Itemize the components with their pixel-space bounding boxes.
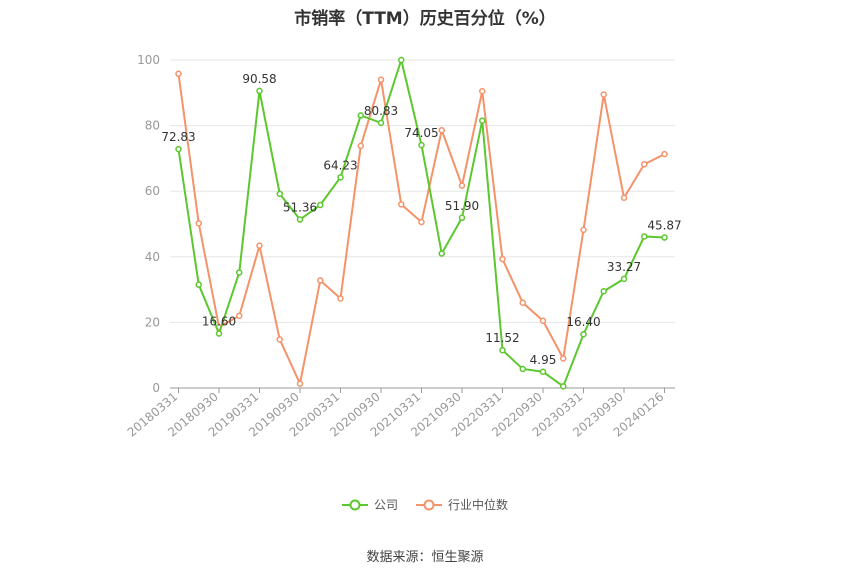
data-label: 16.40	[566, 315, 600, 329]
data-point	[620, 194, 628, 202]
data-point	[600, 287, 607, 295]
data-point	[236, 269, 243, 276]
y-tick-label: 0	[152, 381, 160, 395]
data-point	[357, 112, 364, 119]
chart-title: 市销率（TTM）历史百分位（%）	[294, 9, 556, 29]
legend-circle	[423, 499, 435, 510]
legend-marker-icon	[416, 499, 442, 510]
data-point	[175, 70, 182, 78]
series-line	[177, 73, 665, 387]
data-point	[377, 119, 385, 127]
data-label: 90.58	[242, 72, 276, 86]
data-point	[438, 250, 445, 257]
data-point	[337, 295, 344, 302]
data-point	[539, 317, 547, 325]
data-label: 4.95	[530, 353, 557, 367]
data-point	[236, 312, 243, 320]
data-label: 11.52	[485, 331, 519, 345]
data-point	[377, 76, 385, 83]
data-point	[539, 368, 547, 376]
legend-item[interactable]: 行业中位数	[416, 496, 508, 513]
data-label: 16.60	[202, 315, 236, 329]
data-label: 51.36	[283, 201, 317, 215]
legend-item[interactable]: 公司	[341, 496, 398, 513]
data-point	[641, 233, 648, 240]
data-point	[499, 346, 506, 354]
data-point	[276, 190, 283, 198]
data-point	[560, 383, 567, 390]
legend: 公司 行业中位数	[0, 496, 850, 513]
data-point	[418, 141, 425, 149]
data-point	[499, 255, 506, 263]
data-point	[398, 56, 405, 64]
data-point	[337, 174, 344, 181]
y-tick-label: 40	[145, 250, 160, 264]
data-point	[215, 330, 223, 337]
y-tick-label: 20	[145, 315, 160, 329]
data-point	[620, 275, 628, 283]
data-point	[580, 330, 587, 338]
data-label: 51.90	[445, 199, 479, 213]
data-point	[317, 277, 324, 284]
data-point	[580, 226, 587, 234]
data-label: 72.83	[161, 130, 195, 144]
data-point	[519, 365, 526, 373]
data-point	[296, 380, 304, 387]
data-point	[398, 201, 405, 208]
data-point	[276, 336, 283, 343]
legend-circle	[349, 499, 361, 510]
data-point	[357, 142, 364, 150]
data-point	[458, 182, 466, 189]
data-point	[661, 234, 668, 241]
data-point	[418, 218, 425, 226]
y-tick-label: 100	[137, 53, 160, 67]
data-point	[641, 161, 648, 168]
data-point	[458, 214, 466, 222]
data-point	[479, 117, 486, 124]
data-point	[256, 87, 263, 95]
data-point	[296, 216, 304, 223]
data-point	[175, 145, 182, 153]
data-label: 33.27	[607, 260, 641, 274]
y-tick-label: 80	[145, 119, 160, 133]
data-label: 80.83	[364, 104, 398, 118]
data-point	[519, 299, 526, 306]
data-point	[195, 281, 202, 288]
legend-marker-icon	[341, 499, 368, 510]
data-point	[560, 355, 567, 362]
source-note: 数据来源：恒生聚源	[366, 550, 484, 565]
data-point	[256, 242, 263, 249]
data-point	[479, 87, 486, 95]
data-label: 74.05	[404, 126, 438, 140]
data-point	[600, 91, 607, 98]
data-point	[317, 201, 324, 209]
data-point	[661, 150, 668, 158]
y-tick-label: 60	[145, 184, 160, 198]
data-point	[195, 220, 202, 227]
data-label: 45.87	[647, 219, 681, 233]
legend-label: 公司	[373, 498, 398, 512]
data-point	[438, 126, 445, 134]
legend-label: 行业中位数	[448, 498, 509, 512]
data-label: 64.23	[323, 158, 357, 172]
